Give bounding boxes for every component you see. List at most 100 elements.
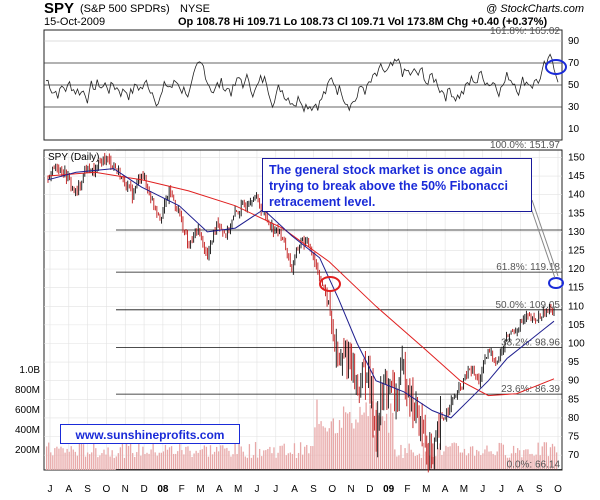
volume-bar [314, 427, 316, 470]
volume-bar [213, 451, 216, 470]
price-tick-125: 125 [568, 245, 585, 256]
volume-bar [238, 442, 240, 470]
volume-bar [285, 455, 287, 470]
chart-date: 15-Oct-2009 [44, 16, 106, 28]
volume-bar [187, 446, 189, 470]
moving-average-short [47, 168, 555, 419]
x-tick-20: M [422, 484, 430, 495]
price-tick-130: 130 [568, 227, 585, 238]
volume-bar [338, 420, 341, 470]
x-tick-9: A [216, 484, 223, 495]
price-tick-135: 135 [568, 208, 585, 219]
volume-bar [54, 448, 56, 470]
volume-bar [316, 399, 318, 470]
volume-bar [175, 453, 177, 470]
volume-bar [125, 442, 128, 470]
volume-bar [172, 453, 175, 470]
volume-bar [46, 446, 48, 470]
quote-summary: Op 108.78 Hi 109.71 Lo 108.73 Cl 109.71 … [178, 16, 548, 28]
volume-bar [396, 456, 398, 470]
volume-bar [222, 445, 224, 470]
volume-bar [279, 445, 281, 470]
callout-pointer-1 [529, 204, 556, 279]
volume-tick-1: 800M [15, 385, 40, 396]
fib-label-3: 38.2%: 98.96 [501, 337, 560, 348]
x-tick-27: O [554, 484, 562, 495]
volume-bar [302, 454, 304, 470]
volume-bar [56, 446, 58, 470]
volume-bar [271, 453, 273, 470]
x-tick-11: J [254, 484, 259, 495]
volume-bar [203, 445, 205, 470]
fib-label-4: 23.6%: 86.39 [501, 384, 560, 395]
x-tick-3: O [103, 484, 111, 495]
volume-tick-3: 400M [15, 425, 40, 436]
volume-bar [127, 445, 130, 470]
volume-bar [340, 427, 343, 470]
x-tick-0: J [48, 484, 53, 495]
fib-label-0: 100.0%: 151.97 [490, 140, 560, 151]
price-tick-80: 80 [568, 413, 580, 424]
volume-bar [275, 457, 277, 470]
volume-bar [379, 416, 382, 470]
volume-bar [422, 442, 425, 470]
volume-bar [97, 457, 99, 470]
volume-bar [76, 455, 79, 470]
volume-tick-4: 200M [15, 445, 40, 456]
volume-tick-0: 1.0B [19, 365, 40, 376]
volume-bar [179, 444, 181, 470]
volume-bar [529, 454, 531, 470]
volume-bar [539, 455, 541, 470]
volume-bar [514, 452, 517, 470]
exchange: NYSE [180, 3, 210, 15]
volume-bar [390, 403, 392, 470]
volume-bar [537, 442, 539, 470]
volume-bars [46, 399, 558, 470]
volume-bar [48, 442, 50, 470]
volume-bar [426, 444, 429, 470]
volume-bar [220, 445, 222, 470]
volume-bar [365, 402, 367, 470]
oscillator-tick-70: 70 [568, 58, 580, 69]
volume-bar [476, 449, 478, 470]
volume-bar [398, 455, 400, 470]
volume-bar [383, 420, 386, 470]
oscillator-highlight-circle [545, 59, 567, 75]
volume-bar [506, 457, 509, 470]
volume-bar [512, 445, 515, 470]
price-tick-100: 100 [568, 338, 585, 349]
watermark-link[interactable]: www.sunshineprofits.com [60, 424, 240, 444]
price-tick-150: 150 [568, 152, 585, 163]
volume-bar [109, 456, 111, 470]
volume-bar [480, 455, 482, 470]
volume-bar [451, 443, 453, 470]
volume-bar [492, 453, 494, 470]
x-tick-21: A [442, 484, 449, 495]
volume-bar [347, 413, 349, 470]
volume-bar [293, 443, 296, 470]
price-tick-115: 115 [568, 283, 584, 294]
volume-bar [308, 453, 310, 470]
volume-bar [158, 452, 160, 470]
volume-bar [183, 454, 185, 470]
volume-bar [129, 443, 132, 470]
volume-bar [445, 445, 447, 470]
volume-bar [256, 457, 259, 470]
price-tick-110: 110 [568, 301, 584, 312]
volume-bar [547, 456, 550, 470]
volume-bar [371, 401, 373, 470]
price-tick-90: 90 [568, 376, 580, 387]
volume-bar [205, 446, 208, 470]
x-tick-1: A [65, 484, 72, 495]
volume-bar [324, 427, 326, 470]
volume-bar [478, 451, 480, 470]
volume-bar [150, 449, 152, 470]
volume-bar [265, 450, 267, 470]
x-tick-24: J [499, 484, 504, 495]
x-tick-19: F [404, 484, 410, 495]
volume-bar [138, 442, 140, 470]
volume-bar [482, 453, 484, 470]
volume-bar [465, 455, 468, 470]
volume-bar [322, 426, 324, 470]
volume-bar [357, 422, 359, 470]
